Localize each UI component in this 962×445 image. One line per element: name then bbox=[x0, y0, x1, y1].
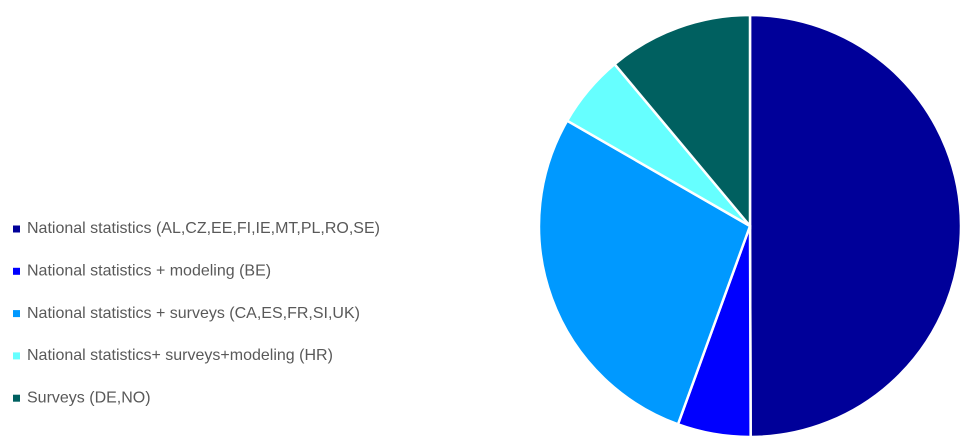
legend-swatch bbox=[13, 394, 20, 402]
legend-label: National statistics + surveys (CA,ES,FR,… bbox=[27, 305, 360, 322]
legend-label: National statistics+ surveys+modeling (H… bbox=[27, 347, 333, 364]
legend-swatch bbox=[13, 310, 20, 318]
legend-swatch bbox=[13, 225, 20, 233]
legend-label: Surveys (DE,NO) bbox=[27, 389, 151, 406]
legend-swatch bbox=[13, 267, 20, 275]
legend-label: National statistics + modeling (BE) bbox=[27, 263, 271, 280]
legend-swatch bbox=[13, 352, 20, 360]
pie-slice bbox=[748, 13, 962, 439]
pie-slice bbox=[612, 13, 752, 230]
legend-label: National statistics (AL,CZ,EE,FI,IE,MT,P… bbox=[27, 220, 380, 237]
